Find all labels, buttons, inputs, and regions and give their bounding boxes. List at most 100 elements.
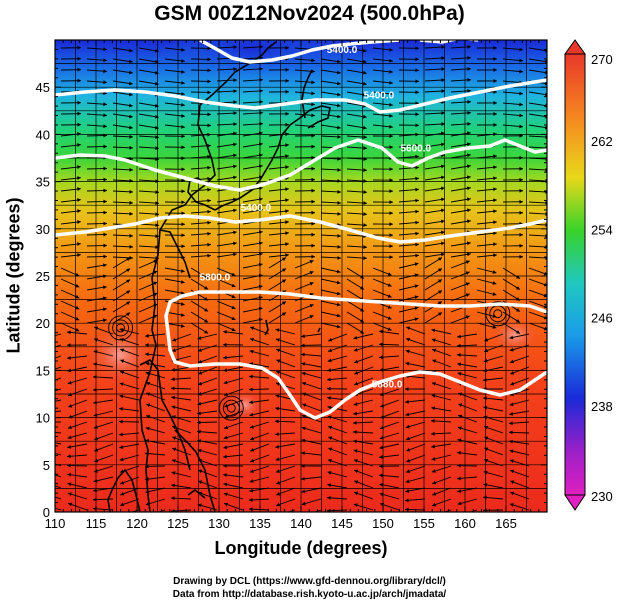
- streamline-arrowhead: [483, 396, 487, 401]
- streamline: [130, 509, 140, 512]
- streamline-arrowhead: [275, 338, 280, 342]
- streamline-arrowhead: [441, 45, 445, 49]
- streamline-arrowhead: [493, 101, 497, 105]
- streamline-arrowhead: [198, 359, 203, 364]
- streamline-arrowhead: [207, 68, 211, 73]
- streamline-arrowhead: [204, 274, 209, 279]
- streamline: [55, 442, 62, 445]
- streamline-arrowhead: [231, 316, 236, 321]
- streamline-arrowhead: [155, 179, 159, 184]
- streamline-arrowhead: [171, 405, 176, 410]
- streamline-arrowhead: [466, 197, 471, 202]
- streamline-arrowhead: [94, 436, 99, 441]
- streamline-arrowhead: [129, 244, 133, 249]
- streamline-arrowhead: [309, 271, 314, 275]
- streamline-arrowhead: [510, 370, 515, 375]
- streamline-arrowhead: [275, 382, 280, 386]
- streamline-arrowhead: [233, 45, 237, 50]
- streamline-arrowhead: [207, 253, 211, 258]
- streamline-arrowhead: [543, 271, 547, 276]
- streamline-arrowhead: [231, 283, 236, 288]
- streamline-arrowhead: [493, 187, 497, 192]
- streamline-arrowhead: [431, 394, 436, 398]
- streamline-arrowhead: [119, 432, 123, 437]
- colorbar-label: 262: [591, 134, 613, 149]
- streamline-arrowhead: [510, 381, 515, 386]
- streamline-arrowhead: [337, 134, 341, 139]
- streamline-arrowhead: [353, 402, 358, 406]
- streamline-arrowhead: [249, 387, 253, 392]
- streamline-arrowhead: [379, 367, 384, 372]
- streamline-arrowhead: [363, 179, 367, 183]
- streamline-arrowhead: [354, 480, 359, 485]
- streamline-arrowhead: [484, 425, 489, 430]
- streamline-arrowhead: [103, 69, 107, 74]
- streamline-arrowhead: [172, 436, 177, 441]
- streamline-arrowhead: [327, 405, 332, 410]
- streamline-arrowhead: [103, 113, 107, 118]
- colorbar-label: 230: [591, 489, 613, 504]
- streamline-arrowhead: [129, 156, 133, 161]
- streamline-arrowhead: [438, 290, 442, 294]
- streamline-arrowhead: [389, 124, 393, 129]
- streamline-arrowhead: [102, 274, 107, 279]
- streamline-arrowhead: [181, 156, 185, 161]
- streamline-arrowhead: [249, 469, 254, 473]
- streamline-arrowhead: [415, 220, 419, 225]
- streamline-arrowhead: [327, 396, 331, 400]
- streamline-arrowhead: [327, 459, 332, 463]
- map-title: GSM 00Z12Nov2024 (500.0hPa): [154, 2, 465, 25]
- contour-labels: 5400.0 5400.0 5600.0 5400.0 5800.0 5880.0: [200, 45, 432, 390]
- streamline-arrowhead: [309, 304, 314, 308]
- colorbar-bottom-arrow: [564, 494, 586, 511]
- streamline: [55, 388, 62, 392]
- streamline-arrowhead: [484, 447, 489, 452]
- streamline-arrowhead: [129, 114, 133, 119]
- vortex-ring: [112, 319, 130, 337]
- streamline-arrowhead: [197, 448, 202, 453]
- streamline-arrowhead: [510, 359, 515, 364]
- streamline-arrowhead: [406, 436, 411, 441]
- streamline-arrowhead: [231, 305, 236, 310]
- streamline-arrowhead: [466, 153, 471, 158]
- streamline-arrowhead: [231, 294, 236, 299]
- streamline-arrowhead: [353, 503, 358, 508]
- streamline-arrowhead: [207, 143, 211, 148]
- streamline-arrowhead: [302, 403, 307, 408]
- streamline-arrowhead: [258, 186, 263, 191]
- streamline-arrowhead: [336, 302, 341, 307]
- streamline-arrowhead: [466, 208, 471, 213]
- streamline-arrowhead: [493, 242, 497, 247]
- streamline-arrowhead: [282, 301, 287, 306]
- streamline-arrowhead: [515, 308, 520, 312]
- streamline-arrowhead: [457, 334, 461, 339]
- streamline-arrowhead: [543, 315, 547, 320]
- streamline-arrowhead: [129, 189, 133, 194]
- streamline-arrowhead: [77, 78, 81, 83]
- streamline-arrowhead: [103, 254, 107, 259]
- streamline-arrowhead: [389, 189, 393, 194]
- streamline-arrowhead: [519, 177, 523, 182]
- streamline-arrowhead: [129, 200, 133, 205]
- streamline-arrowhead: [145, 343, 149, 347]
- streamline-arrowhead: [441, 67, 445, 71]
- streamline-arrowhead: [145, 361, 150, 366]
- streamline-arrowhead: [379, 473, 383, 478]
- streamline-arrowhead: [380, 392, 384, 396]
- streamline-arrowhead: [223, 454, 227, 459]
- streamline-arrowhead: [42, 480, 46, 484]
- colorbar-label: 270: [591, 52, 613, 67]
- x-tick-label: 120: [126, 516, 148, 531]
- streamline-arrowhead: [492, 292, 497, 296]
- streamline-arrowhead: [233, 252, 237, 257]
- streamline: [55, 399, 62, 402]
- streamline-arrowhead: [362, 125, 367, 130]
- streamline-arrowhead: [466, 142, 471, 147]
- streamline-arrowhead: [311, 133, 315, 138]
- streamline-arrowhead: [67, 445, 72, 449]
- streamline-arrowhead: [519, 58, 523, 63]
- streamline-arrowhead: [389, 47, 393, 52]
- streamline-arrowhead: [311, 144, 315, 149]
- streamline-arrowhead: [77, 165, 81, 169]
